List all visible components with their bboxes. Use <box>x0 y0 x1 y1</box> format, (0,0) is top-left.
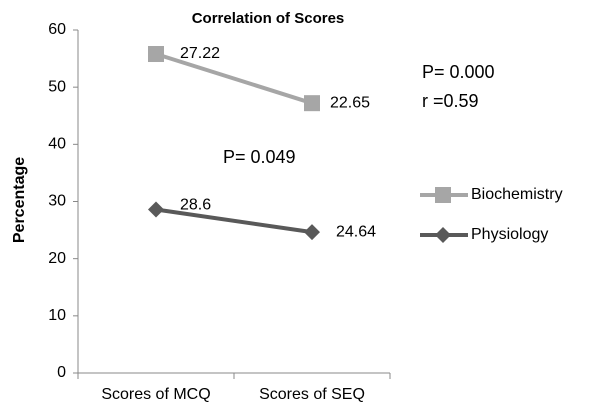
x-tick-label: Scores of SEQ <box>259 386 365 403</box>
data-label: 28.6 <box>180 197 211 214</box>
chart-title: Correlation of Scores <box>192 10 345 27</box>
point <box>148 46 164 63</box>
legend-marker <box>435 227 451 243</box>
series-line <box>155 207 313 235</box>
series-line <box>155 52 313 106</box>
y-tick-label: 20 <box>48 250 66 267</box>
y-tick-label: 0 <box>57 364 66 381</box>
legend-label: Biochemistry <box>471 186 563 203</box>
annotation: P= 0.049 <box>223 147 296 167</box>
y-axis-label: Percentage <box>11 157 28 243</box>
point <box>304 224 320 241</box>
y-tick-label: 40 <box>48 136 66 153</box>
annotation: r =0.59 <box>422 91 479 111</box>
y-tick-label: 50 <box>48 78 66 95</box>
y-tick-label: 30 <box>48 193 66 210</box>
legend-marker <box>435 187 451 203</box>
y-tick-label: 10 <box>48 307 66 324</box>
data-label: 24.64 <box>336 223 376 240</box>
annotation: P= 0.000 <box>422 62 495 82</box>
y-tick-label: 60 <box>48 21 66 38</box>
annotation: 22.65 <box>330 94 370 111</box>
legend-label: Physiology <box>471 226 548 243</box>
annotation: 27.22 <box>180 45 220 62</box>
point <box>148 201 164 218</box>
point <box>304 95 320 112</box>
x-tick-label: Scores of MCQ <box>101 386 210 403</box>
